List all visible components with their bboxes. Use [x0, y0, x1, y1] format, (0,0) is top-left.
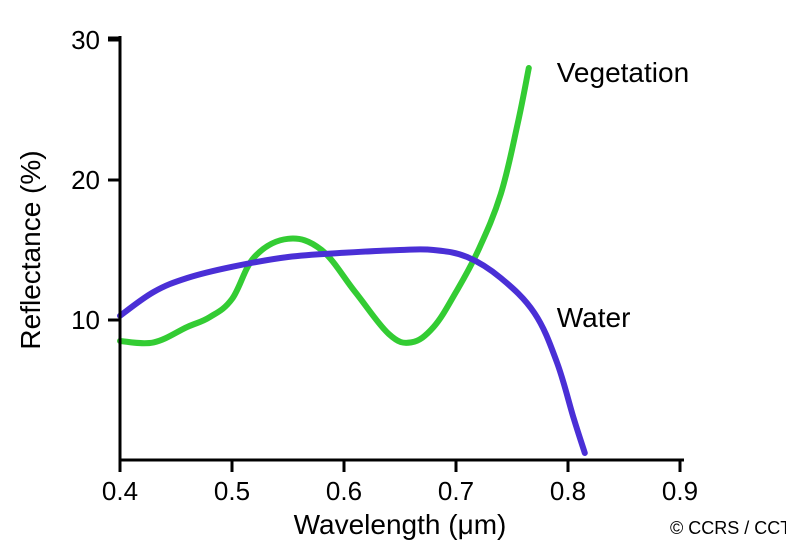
x-tick-label: 0.5: [214, 476, 250, 506]
x-tick-label: 0.7: [438, 476, 474, 506]
series-label-vegetation: Vegetation: [557, 57, 689, 88]
y-axis-label: Reflectance (%): [15, 150, 46, 349]
x-tick-label: 0.8: [550, 476, 586, 506]
y-tick-label: 10: [71, 305, 100, 335]
reflectance-chart: 10 20 30 0.4 0.5 0.6 0.7 0.8 0.9 Reflectance (%) W…: [0, 0, 786, 557]
y-tick-label: 20: [71, 165, 100, 195]
x-axis-label: Wavelength (μm): [294, 509, 507, 540]
y-tick-label: 30: [71, 25, 100, 55]
series-label-water: Water: [557, 302, 631, 333]
chart-svg: 10 20 30 0.4 0.5 0.6 0.7 0.8 0.9 Reflectance (%) W…: [0, 0, 786, 557]
x-tick-label: 0.6: [326, 476, 362, 506]
x-tick-label: 0.9: [662, 476, 698, 506]
x-tick-label: 0.4: [102, 476, 138, 506]
attribution-text: © CCRS / CCT: [670, 518, 786, 538]
